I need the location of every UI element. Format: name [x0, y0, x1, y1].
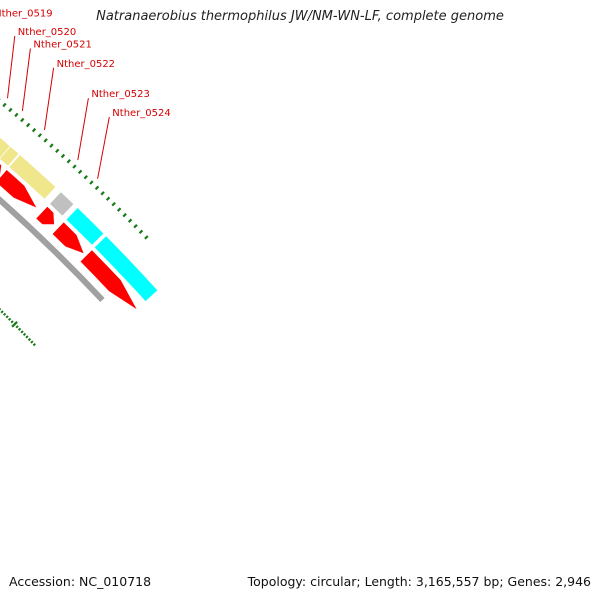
- major-tick: [11, 321, 18, 328]
- cds-arrow: [0, 170, 37, 208]
- outer-tick: [31, 127, 37, 133]
- feature-tracks: [0, 137, 158, 310]
- outer-tick: [66, 159, 71, 164]
- genome-stats-text: Topology: circular; Length: 3,165,557 bp…: [247, 574, 591, 589]
- outer-tick: [116, 207, 122, 212]
- outer-tick: [14, 112, 19, 118]
- outer-tick: [72, 164, 77, 169]
- outer-tick: [83, 174, 88, 180]
- gene-block: [0, 146, 19, 166]
- cds-arrow: [80, 250, 137, 310]
- cds-arrow: [36, 206, 55, 225]
- minor-tick: [22, 332, 27, 337]
- accession-text: Accession: NC_010718: [9, 574, 152, 589]
- outer-tick: [49, 143, 54, 148]
- minor-tick: [2, 312, 7, 316]
- gene-label: Nther_0523: [91, 89, 149, 100]
- kbp-ruler: 540 kbp541 kbp542 kbp543 kbp544 kbp545 k…: [0, 98, 149, 347]
- cds-arrow: [52, 222, 84, 254]
- gene-leader-line: [44, 67, 55, 131]
- outer-tick: [138, 229, 144, 234]
- outer-tick: [20, 117, 25, 123]
- minor-tick: [10, 320, 14, 324]
- gene-label: Nther_0521: [33, 40, 91, 51]
- outer-tick: [127, 218, 133, 223]
- gene-labels: Nther_0518Nther_0519Nther_0520Nther_0521…: [0, 8, 171, 179]
- outer-tick: [89, 180, 94, 185]
- cds-arrow: [0, 164, 2, 175]
- minor-tick: [5, 315, 9, 319]
- gene-block: [66, 208, 104, 245]
- gene-leader-line: [77, 98, 89, 161]
- outer-tick: [133, 224, 138, 229]
- minor-tick: [15, 325, 19, 329]
- outer-tick: [43, 138, 48, 143]
- outer-tick: [100, 191, 105, 196]
- gene-block: [9, 155, 56, 199]
- genome-title: Natranaerobius thermophilus JW/NM-WN-LF,…: [96, 9, 504, 24]
- gene-label: Nther_0519: [0, 8, 53, 19]
- outer-tick: [2, 102, 7, 108]
- outer-tick: [111, 201, 116, 207]
- outer-tick: [37, 133, 43, 138]
- gene-block: [50, 192, 74, 216]
- outer-tick: [77, 169, 83, 175]
- outer-tick: [60, 153, 66, 159]
- gene-leader-line: [7, 35, 16, 99]
- minor-tick: [0, 310, 4, 314]
- minor-tick: [32, 342, 36, 347]
- gene-block: [0, 137, 10, 158]
- gene-leader-line: [21, 48, 31, 111]
- gene-leader-line: [97, 116, 110, 179]
- backbone-ring: [0, 196, 105, 303]
- minor-tick: [27, 337, 32, 342]
- outer-tick: [94, 185, 100, 191]
- outer-tick: [144, 235, 149, 240]
- gene-label: Nther_0524: [112, 108, 170, 119]
- minor-tick: [20, 330, 24, 334]
- minor-tick: [17, 327, 22, 331]
- outer-tick: [105, 196, 111, 201]
- minor-tick: [0, 307, 2, 311]
- minor-tick: [7, 317, 12, 321]
- outer-tick: [8, 107, 13, 113]
- outer-tick: [55, 148, 60, 154]
- outer-tick: [25, 122, 31, 128]
- gene-block: [94, 236, 158, 302]
- gene-label: Nther_0520: [18, 27, 76, 38]
- outer-tick: [122, 212, 127, 218]
- minor-tick: [25, 335, 29, 339]
- minor-tick: [30, 340, 34, 344]
- gene-label: Nther_0522: [57, 59, 115, 70]
